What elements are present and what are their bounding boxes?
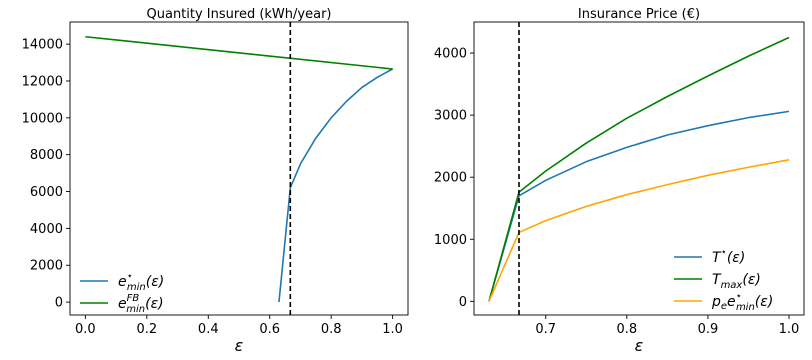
legend: T⋆(ε) Tmax(ε)pee⋆ min(ε) bbox=[674, 247, 773, 313]
y-tick-label: 0 bbox=[55, 296, 63, 311]
y-tick-label: 3000 bbox=[434, 109, 467, 124]
legend-label: pee⋆ min(ε) bbox=[711, 291, 773, 313]
y-tick-label: 10000 bbox=[22, 111, 63, 126]
legend-label: Tmax(ε) bbox=[712, 272, 761, 291]
series-line-1 bbox=[278, 68, 394, 303]
plot-frame bbox=[473, 21, 805, 316]
x-tick-label: 1.0 bbox=[382, 322, 403, 337]
y-tick-label: 12000 bbox=[22, 74, 63, 89]
x-tick-label: 0.2 bbox=[136, 322, 157, 337]
x-tick-label: 0.8 bbox=[616, 322, 637, 337]
y-tick-label: 14000 bbox=[22, 38, 63, 53]
y-tick-label: 2000 bbox=[434, 171, 467, 186]
x-tick-label: 0.4 bbox=[198, 322, 219, 337]
y-tick-label: 1000 bbox=[434, 233, 467, 248]
y-tick-label: 8000 bbox=[30, 148, 63, 163]
y-tick-label: 4000 bbox=[30, 222, 63, 237]
x-tick-label: 0.9 bbox=[698, 322, 719, 337]
y-tick-label: 6000 bbox=[30, 185, 63, 200]
x-axis-label: ε bbox=[235, 336, 244, 355]
plot-frame bbox=[69, 21, 409, 316]
chart-panel-1: Quantity Insured (kWh/year) 0.0 0.2 0.4 0.6 0… bbox=[22, 7, 409, 355]
y-tick-label: 0 bbox=[459, 295, 467, 310]
x-tick-label: 0.8 bbox=[321, 322, 342, 337]
chart-panel-2: Insurance Price (€) 0.7 0.8 0.9 1.0 0 1000 2000… bbox=[434, 7, 805, 355]
x-axis-label: ε bbox=[635, 336, 644, 355]
y-tick-label: 4000 bbox=[434, 47, 467, 62]
series-line-2 bbox=[85, 35, 393, 70]
series-line-2 bbox=[488, 36, 790, 302]
series-line-1 bbox=[488, 110, 790, 302]
legend-label: eFB min(ε) bbox=[118, 293, 164, 315]
chart-title: Insurance Price (€) bbox=[578, 7, 700, 22]
x-tick-label: 0.6 bbox=[259, 322, 280, 337]
legend-label: e⋆ min(ε) bbox=[118, 271, 164, 293]
legend: e⋆ min(ε)eFB min(ε) bbox=[80, 271, 164, 315]
x-tick-label: 0.7 bbox=[535, 322, 556, 337]
series-line-3 bbox=[488, 159, 790, 302]
x-tick-label: 1.0 bbox=[779, 322, 800, 337]
chart-title: Quantity Insured (kWh/year) bbox=[147, 7, 332, 22]
y-tick-label: 2000 bbox=[30, 259, 63, 274]
x-tick-label: 0.0 bbox=[75, 322, 96, 337]
legend-label: T⋆(ε) bbox=[712, 247, 745, 266]
